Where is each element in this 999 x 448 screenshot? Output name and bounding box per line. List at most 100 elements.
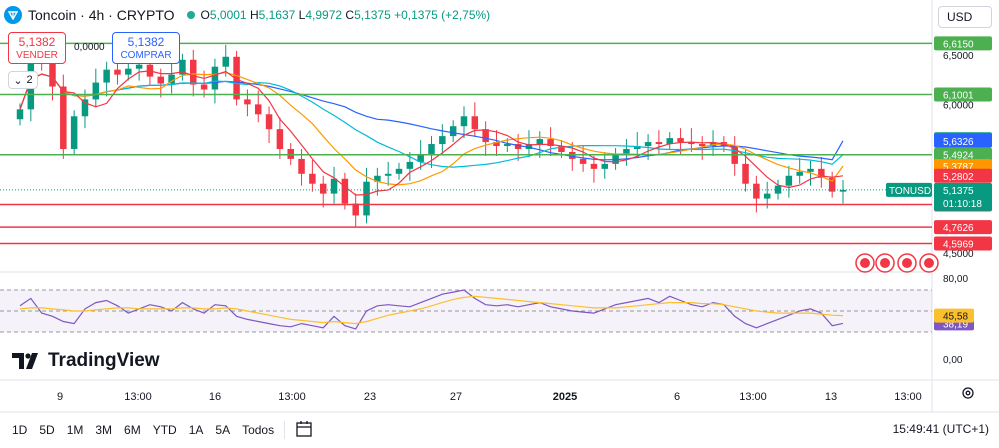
moving-average-line xyxy=(19,71,844,186)
time-tick-label: 16 xyxy=(209,391,221,403)
candle-body xyxy=(168,74,175,84)
time-tick-label: 2025 xyxy=(553,391,577,403)
candle-body xyxy=(135,64,143,69)
ohlc-change: +0,1375 (+2,75%) xyxy=(394,8,491,22)
candle-body xyxy=(428,144,435,154)
candle-body xyxy=(698,144,706,147)
event-flag-icon xyxy=(924,258,934,268)
date-range-icon[interactable] xyxy=(295,420,313,441)
rsi-value-label: 45,58 xyxy=(943,312,968,323)
time-tick-label: 9 xyxy=(57,391,63,403)
candle-body xyxy=(807,168,814,172)
candle-body xyxy=(319,183,327,194)
spread-value: 0,0000 xyxy=(74,42,105,53)
range-buttons: 1D 5D 1M 3M 6M YTD 1A 5A Todos xyxy=(12,423,274,437)
sell-price: 5,1382 xyxy=(18,35,56,49)
time-tick-label: 13:00 xyxy=(739,391,767,403)
candle-body xyxy=(92,82,100,100)
candle-body xyxy=(785,175,793,186)
moving-average-line xyxy=(19,73,844,168)
price-label: 5,2802 xyxy=(943,172,974,183)
rsi-tick-label: 0,00 xyxy=(943,355,963,366)
event-flag-icon xyxy=(880,258,890,268)
candle-body xyxy=(70,116,78,149)
rsi-line xyxy=(19,295,844,325)
candle-body xyxy=(384,173,392,176)
candle-body xyxy=(352,203,359,216)
level-label: 6,6150 xyxy=(943,39,974,50)
chart-header: Toncoin · 4h · CRYPTO O5,0001 H5,1637 L4… xyxy=(4,6,490,24)
symbol-title[interactable]: Toncoin · 4h · CRYPTO xyxy=(28,7,175,23)
market-status-dot xyxy=(186,11,195,19)
price-tick-label: 4,5000 xyxy=(943,249,974,260)
candle-body xyxy=(818,168,825,178)
range-button-5d[interactable]: 5D xyxy=(39,423,55,437)
candle-body xyxy=(634,146,641,149)
level-label: 6,1001 xyxy=(943,90,974,101)
candle-body xyxy=(265,114,273,130)
level-label-bg xyxy=(934,36,992,51)
time-tick-label: 13 xyxy=(825,391,837,403)
ohlc-low: 4,9972 xyxy=(305,8,343,22)
candle-body xyxy=(763,193,771,199)
candle-body xyxy=(157,76,165,84)
candle-body xyxy=(287,149,294,159)
settings-icon[interactable] xyxy=(961,386,975,400)
buy-label: COMPRAR xyxy=(120,50,172,61)
sell-label: VENDER xyxy=(16,50,58,61)
clock-readout[interactable]: 15:49:41 (UTC+1) xyxy=(892,422,989,436)
candle-body xyxy=(482,129,489,143)
candle-body xyxy=(233,56,240,100)
last-price-label: 5,1375 xyxy=(943,186,974,197)
range-button-5a[interactable]: 5A xyxy=(215,423,231,437)
time-tick-label: 13:00 xyxy=(124,391,152,403)
candle-body xyxy=(612,153,619,164)
rsi-value-label: 38,19 xyxy=(943,319,968,330)
level-label: 5,4924 xyxy=(943,151,974,162)
range-button-1a[interactable]: 1A xyxy=(188,423,204,437)
range-button-3m[interactable]: 3M xyxy=(95,423,113,437)
indicators-toggle[interactable]: ⌄ 2 xyxy=(8,71,38,89)
range-button-todos[interactable]: Todos xyxy=(242,423,275,437)
level-label-bg xyxy=(934,87,992,102)
range-button-ytd[interactable]: YTD xyxy=(152,423,177,437)
candle-body xyxy=(406,161,414,169)
candle-body xyxy=(525,144,533,149)
candle-body xyxy=(395,168,403,174)
time-tick-label: 13:00 xyxy=(894,391,922,403)
event-flag-icon xyxy=(902,258,912,268)
range-button-1m[interactable]: 1M xyxy=(66,423,84,437)
chevron-down-icon: ⌄ xyxy=(13,74,23,87)
candle-body xyxy=(753,183,760,199)
time-tick-label: 13:00 xyxy=(278,391,306,403)
level-label: 4,7626 xyxy=(943,223,974,234)
candle-body xyxy=(16,109,24,120)
sell-button[interactable]: 5,1382 VENDER xyxy=(8,32,66,64)
candle-body xyxy=(363,181,370,216)
candle-body xyxy=(276,129,284,149)
candle-body xyxy=(504,144,511,147)
tradingview-mark-icon xyxy=(12,353,38,369)
level-label-bg xyxy=(934,220,992,235)
candle-body xyxy=(590,163,598,169)
candle-body xyxy=(200,84,208,90)
candle-body xyxy=(644,142,652,147)
candle-body xyxy=(623,149,630,154)
range-button-6m[interactable]: 6M xyxy=(124,423,141,437)
tradingview-logo[interactable]: TradingView xyxy=(12,350,160,372)
toncoin-logo-icon xyxy=(4,6,22,24)
range-button-1d[interactable]: 1D xyxy=(12,423,28,437)
buy-button[interactable]: 5,1382 COMPRAR xyxy=(112,32,180,64)
candle-body xyxy=(666,138,673,145)
price-label-bg xyxy=(934,133,992,148)
rsi-value-bg xyxy=(934,308,974,323)
last-price-bg xyxy=(934,182,992,211)
countdown-label: 01:10:18 xyxy=(943,199,982,210)
candle-body xyxy=(460,116,468,127)
candle-body xyxy=(417,153,424,162)
candle-body xyxy=(839,189,847,192)
candle-body xyxy=(796,171,803,176)
candle-body xyxy=(103,69,110,83)
currency-select[interactable]: USD xyxy=(938,6,992,28)
